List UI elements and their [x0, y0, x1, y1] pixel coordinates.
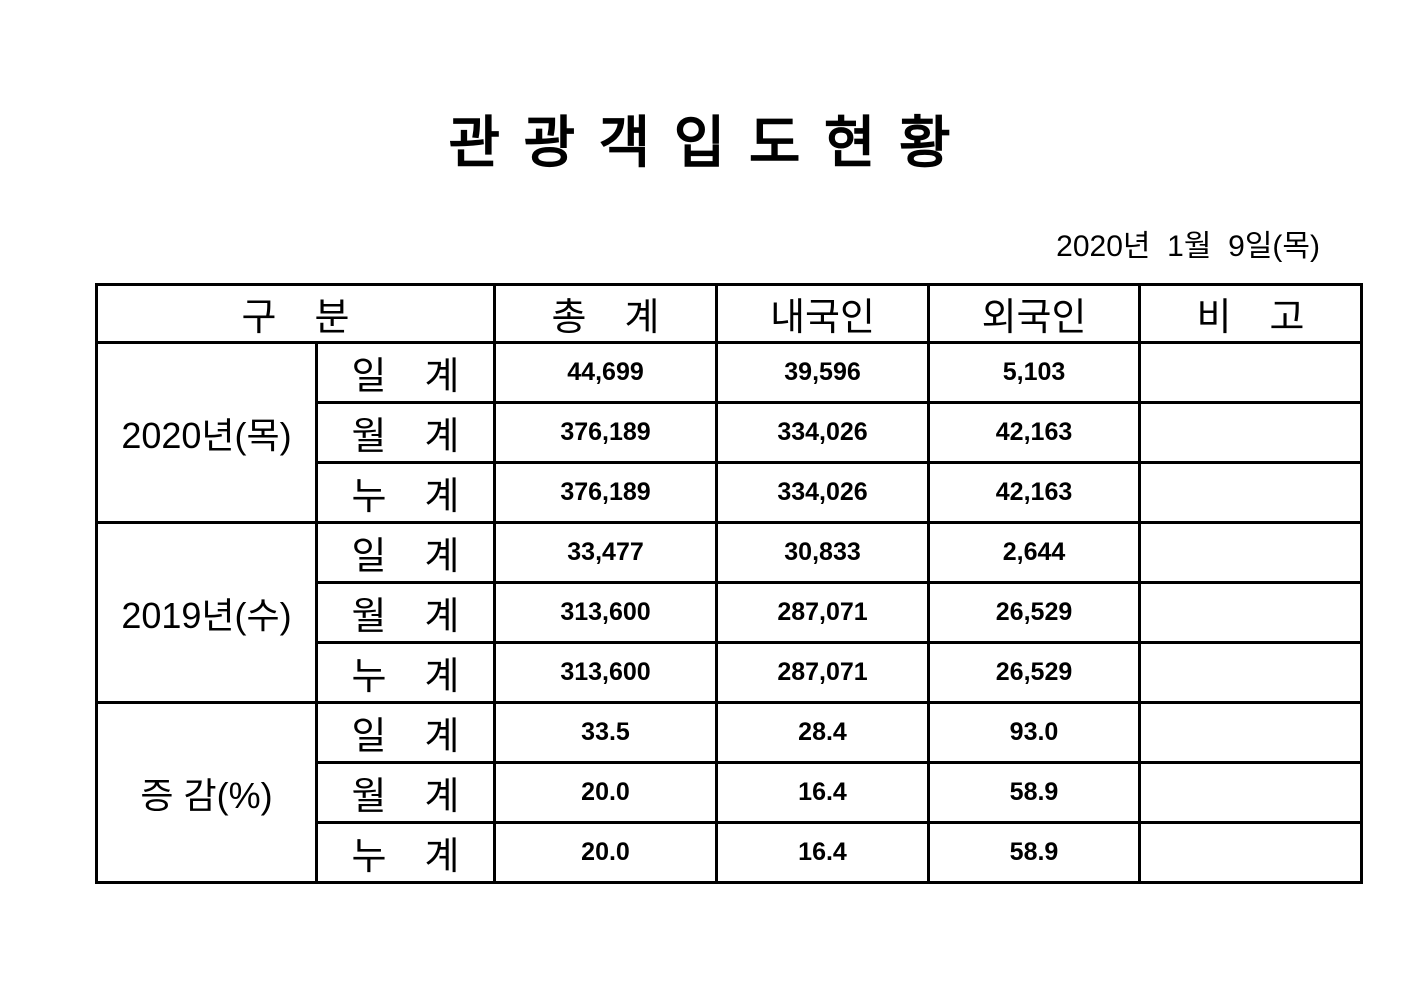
row-label: 누 계	[314, 461, 497, 524]
remark-cell	[1138, 761, 1364, 824]
remark-cell	[1138, 521, 1364, 584]
tourist-arrival-table: 구 분 총 계 내국인 외국인 비 고 2020년(목) 일 계 44,699 …	[94, 283, 1364, 884]
section-label-2020: 2020년(목)	[95, 341, 318, 524]
domestic-value: 30,833	[715, 521, 931, 584]
foreign-value: 5,103	[927, 341, 1142, 404]
header-total: 총 계	[493, 283, 719, 344]
total-value: 376,189	[493, 401, 719, 464]
foreign-value: 58.9	[927, 821, 1142, 884]
total-value: 33,477	[493, 521, 719, 584]
total-value: 20.0	[493, 761, 719, 824]
total-value: 313,600	[493, 641, 719, 704]
table-row: 월 계 313,600 287,071 26,529	[97, 581, 1364, 644]
header-row: 구 분 총 계 내국인 외국인 비 고	[94, 283, 1364, 344]
remark-cell	[1138, 581, 1364, 644]
domestic-value: 16.4	[715, 761, 931, 824]
table-row: 누 계 20.0 16.4 58.9	[97, 821, 1364, 884]
total-value: 313,600	[493, 581, 719, 644]
row-label: 월 계	[314, 401, 497, 464]
total-value: 376,189	[493, 461, 719, 524]
row-label: 일 계	[314, 341, 497, 404]
row-label: 일 계	[314, 701, 497, 764]
foreign-value: 26,529	[927, 581, 1142, 644]
header-category: 구 분	[94, 283, 497, 344]
header-domestic: 내국인	[715, 283, 931, 344]
domestic-value: 28.4	[715, 701, 931, 764]
table-row: 2019년(수) 일 계 33,477 30,833 2,644	[95, 521, 1364, 704]
domestic-value: 334,026	[715, 401, 931, 464]
remark-cell	[1138, 701, 1364, 764]
domestic-value: 287,071	[715, 641, 931, 704]
report-date: 2020년 1월 9일(목)	[1056, 230, 1320, 263]
remark-cell	[1138, 461, 1364, 524]
domestic-value: 334,026	[715, 461, 931, 524]
remark-cell	[1138, 401, 1364, 464]
remark-cell	[1138, 821, 1364, 884]
domestic-value: 287,071	[715, 581, 931, 644]
table-row: 누 계 313,600 287,071 26,529	[97, 641, 1364, 704]
table-row: 누 계 376,189 334,026 42,163	[97, 461, 1364, 524]
foreign-value: 42,163	[927, 461, 1142, 524]
domestic-value: 39,596	[715, 341, 931, 404]
header-remarks: 비 고	[1138, 283, 1364, 344]
page-title: 관 광 객 입 도 현 황	[448, 111, 955, 174]
row-label: 누 계	[314, 821, 497, 884]
table-row: 증 감(%) 일 계 33.5 28.4 93.0	[95, 701, 1364, 884]
section-label-change: 증 감(%)	[95, 701, 318, 884]
row-label: 일 계	[314, 521, 497, 584]
header-foreign: 외국인	[927, 283, 1142, 344]
foreign-value: 42,163	[927, 401, 1142, 464]
domestic-value: 16.4	[715, 821, 931, 884]
row-label: 월 계	[314, 761, 497, 824]
total-value: 44,699	[493, 341, 719, 404]
foreign-value: 2,644	[927, 521, 1142, 584]
table-row: 월 계 376,189 334,026 42,163	[97, 401, 1364, 464]
foreign-value: 26,529	[927, 641, 1142, 704]
table-row: 월 계 20.0 16.4 58.9	[97, 761, 1364, 824]
foreign-value: 58.9	[927, 761, 1142, 824]
remark-cell	[1138, 641, 1364, 704]
row-label: 월 계	[314, 581, 497, 644]
total-value: 20.0	[493, 821, 719, 884]
foreign-value: 93.0	[927, 701, 1142, 764]
total-value: 33.5	[493, 701, 719, 764]
row-label: 누 계	[314, 641, 497, 704]
table-row: 2020년(목) 일 계 44,699 39,596 5,103	[95, 341, 1364, 524]
remark-cell	[1138, 341, 1364, 404]
section-label-2019: 2019년(수)	[95, 521, 318, 704]
